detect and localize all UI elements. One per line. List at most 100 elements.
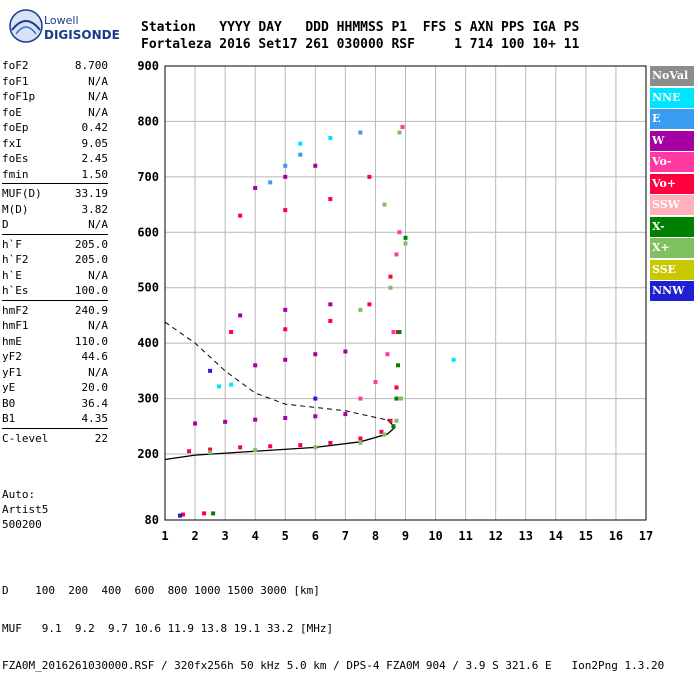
param-value: N/A [88,90,108,103]
x-tick-label: 17 [639,529,653,543]
trace-point-x [358,440,363,445]
param-row: foF1 N/A [2,74,108,90]
trace-point-vo [367,174,372,179]
ionogram-chart: 1 2 3 4 5 6 7 8 9 10 11 12 13 14 15 16 17802003004005006… [137,59,653,543]
auto-version: 500200 [2,518,42,531]
param-name: B0 [2,396,16,410]
param-row: fxI 9.05 [2,136,108,152]
trace-point-vo [397,230,402,235]
trace-point-x [397,330,402,335]
trace-point-e [298,152,303,157]
param-value: 22 [94,431,108,445]
trace-point-w [193,421,198,426]
trace-point-w [328,302,333,307]
logo-line1: Lowell [44,14,79,27]
trace-point-nne [451,357,456,362]
param-name: yF2 [2,350,22,363]
param-value: 4.35 [81,412,109,425]
param-name: foE [2,105,22,119]
trace-point-x [391,424,396,429]
trace-point-nnw [313,396,318,401]
true-height-profile-line [164,419,396,461]
trace-point-x [208,450,213,455]
trace-point-w [343,349,348,354]
trace-point-vo [367,302,372,307]
param-row: hmF1 N/A [2,318,108,334]
x-tick-label: 8 [372,529,379,543]
param-value: 44.6 [81,350,109,363]
trace-point-w [343,412,348,417]
trace-point-w [253,363,258,368]
param-row: D N/A [2,217,108,233]
param-value: N/A [88,105,108,119]
param-value: N/A [88,218,108,231]
trace-point-nne [229,382,234,387]
x-tick-label: 1 [161,529,168,543]
x-tick-label: 15 [579,529,593,543]
param-row: foEp 0.42 [2,120,108,136]
param-value: 240.9 [74,303,108,317]
param-row: h`F 205.0 [2,237,108,253]
x-tick-label: 13 [519,529,533,543]
x-tick-label: 14 [549,529,563,543]
param-value: 2.45 [81,152,109,165]
x-tick-label: 5 [282,529,289,543]
lowell-digisonde-logo: Lowell DIGISONDE [6,6,126,46]
trace-point-vo [238,445,243,450]
trace-point-w [313,352,318,357]
trace-point-x [394,418,399,423]
param-value: 3.82 [81,202,109,216]
param-separator [2,427,108,429]
param-row: h`F2 205.0 [2,252,108,268]
trace-point-e [358,130,363,135]
trace-point-w [313,163,318,168]
param-name: fxI [2,136,22,150]
trace-point-vo [328,318,333,323]
trace-point-vo [202,511,207,516]
param-value: N/A [88,268,108,282]
trace-point-w [253,417,258,422]
param-separator [2,183,108,184]
trace-point-vo [268,444,273,449]
param-value: 9.05 [81,136,109,150]
param-name: D [2,218,9,231]
trace-point-x [398,396,403,401]
param-separator [2,299,108,301]
trace-point-x [395,363,400,368]
trace-point-x [403,241,408,246]
trace-point-x [394,396,399,401]
param-row: MUF(D) 33.19 [2,186,108,202]
param-name: h`F [2,237,22,251]
x-tick-label: 9 [402,529,409,543]
legend-item-e: E [650,109,694,129]
param-row: fmin 1.50 [2,167,108,183]
legend-item-nne: NNE [650,87,694,108]
trace-point-vo [328,440,333,445]
trace-point-vo [373,379,378,384]
trace-point-vo [388,418,393,423]
plot-frame [164,65,647,521]
trace-point-w [313,414,318,419]
auto-label: Auto: [2,488,36,501]
autoscaling-info: Auto: Artist5 500200 [2,487,48,532]
y-tick-label: 80 [145,513,159,527]
header-labels: Station YYYY DAY DDD HHMMSS P1 FFS S AXN… [141,20,580,35]
param-name: fmin [2,167,29,181]
x-tick-label: 16 [609,529,623,543]
param-name: h`E [2,268,22,282]
trace-point-vo [328,197,333,202]
trace-point-x [388,285,393,290]
param-value: N/A [88,74,108,88]
param-row: hmE 110.0 [2,334,108,350]
param-value: 110.0 [74,334,108,348]
param-value: 20.0 [81,381,109,394]
x-tick-label: 10 [428,529,442,543]
y-tick-label: 900 [137,59,159,73]
param-row: yF1 N/A [2,365,108,381]
param-row: M(D) 3.82 [2,202,108,218]
param-value: N/A [88,365,108,379]
param-name: hmF2 [2,303,29,317]
param-name: B1 [2,412,16,425]
trace-point-vo [394,252,399,257]
param-row: h`E N/A [2,268,108,284]
